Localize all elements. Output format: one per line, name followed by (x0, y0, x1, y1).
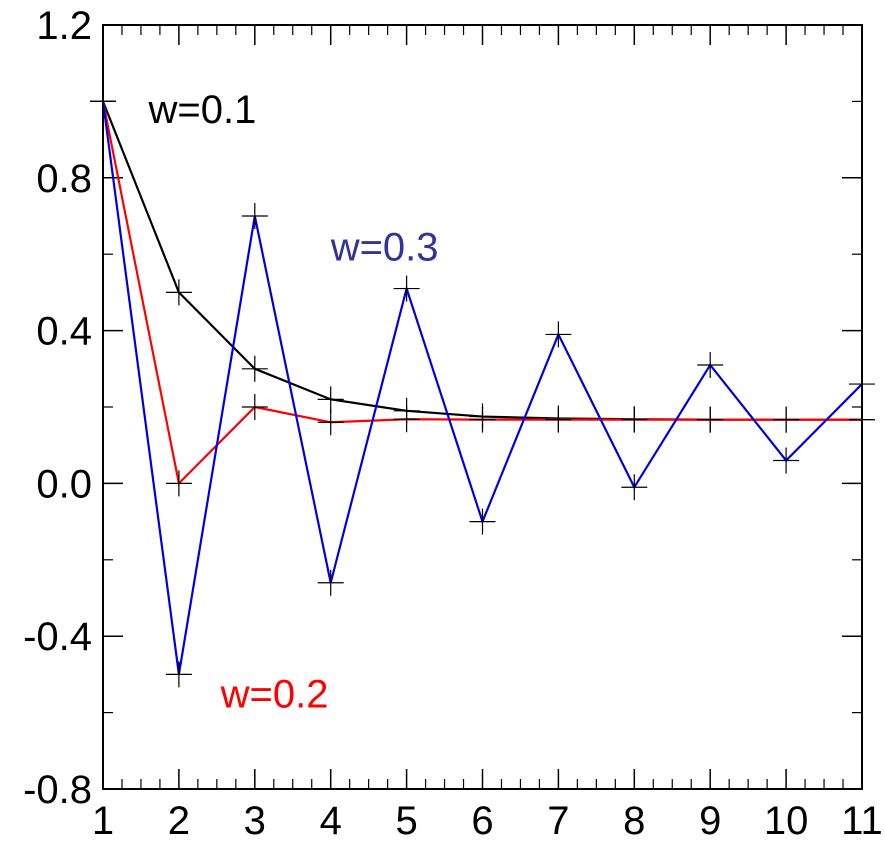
x-tick-label: 3 (244, 799, 266, 843)
axes: 1 2 3 4 5 6 7 8 9 10 11 -0.8 -0.4 0.0 0.4 0.8 1.2 (23, 4, 883, 843)
data-point-marker (90, 88, 116, 115)
y-tick-label: 0.4 (36, 310, 92, 354)
x-tick-label: 11 (841, 799, 883, 843)
y-tick-label: -0.8 (23, 768, 92, 812)
data-point-marker (773, 447, 800, 474)
x-tick-label: 5 (395, 799, 417, 843)
x-tick-label: 6 (471, 799, 493, 843)
data-point-marker (849, 406, 875, 433)
x-tick-label: 8 (623, 799, 645, 843)
data-point-marker (697, 351, 724, 378)
x-tick-label: 4 (320, 799, 342, 843)
annotations: w=0.1 w=0.3 w=0.2 (148, 88, 439, 716)
data-point-marker (621, 406, 648, 433)
data-point-marker (469, 406, 496, 433)
series-label: w=0.3 (330, 226, 439, 270)
data-point-marker (545, 406, 572, 433)
series-group (90, 88, 875, 688)
x-tick-label: 2 (168, 799, 190, 843)
data-point-marker (165, 661, 192, 688)
data-point-marker (393, 406, 420, 433)
data-point-marker (317, 386, 344, 413)
x-tick-label: 7 (547, 799, 569, 843)
data-point-marker (241, 203, 268, 229)
data-point-marker (697, 406, 724, 433)
data-point-marker (165, 279, 192, 306)
series-label: w=0.1 (148, 88, 257, 132)
series-line (101, 100, 862, 421)
y-tick-label: 1.2 (36, 4, 92, 48)
data-point-marker (241, 355, 268, 382)
data-point-marker (621, 474, 648, 501)
series-label: w=0.2 (220, 673, 329, 717)
data-point-marker (165, 470, 192, 497)
data-point-marker (393, 275, 420, 302)
data-point-marker (849, 371, 875, 398)
x-tick-label: 1 (92, 799, 114, 843)
x-tick-label: 9 (699, 799, 721, 843)
y-tick-label: 0.8 (36, 157, 92, 201)
data-point-marker (773, 406, 800, 433)
x-tick-label: 10 (764, 799, 809, 843)
y-tick-label: 0.0 (36, 462, 92, 506)
data-point-marker (317, 409, 344, 436)
data-point-marker (469, 508, 496, 535)
data-point-marker (317, 569, 344, 596)
data-point-marker (545, 321, 572, 348)
y-tick-label: -0.4 (23, 615, 92, 659)
series-line (101, 101, 863, 675)
data-point-marker (241, 394, 268, 420)
